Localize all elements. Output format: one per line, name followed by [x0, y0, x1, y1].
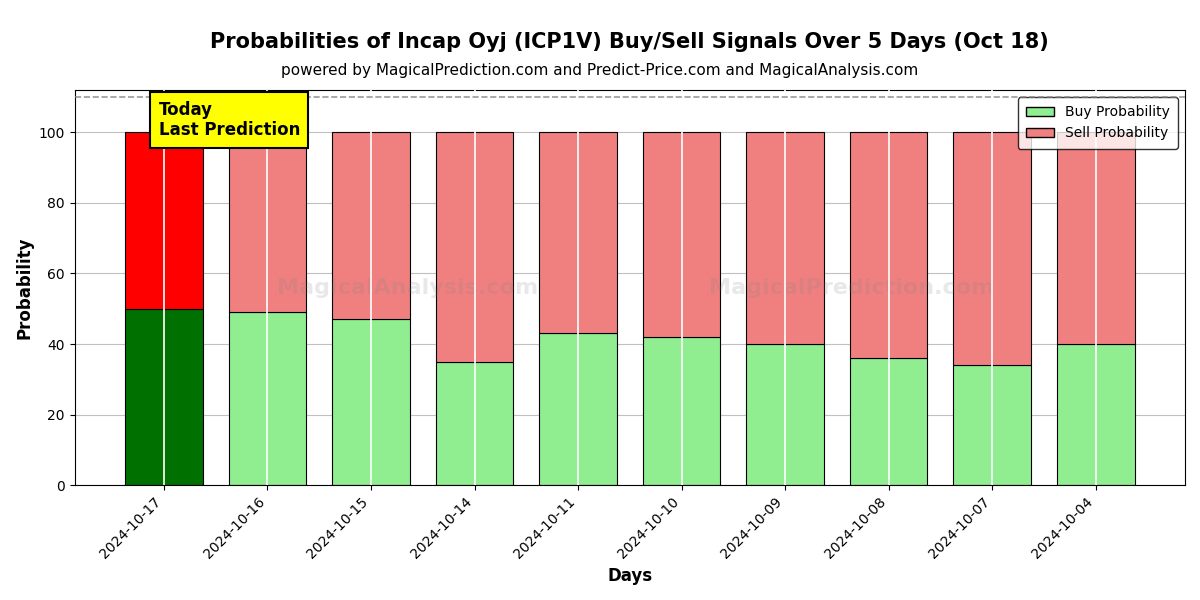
- Bar: [953, 133, 1031, 365]
- Text: MagicalAnalysis.com: MagicalAnalysis.com: [277, 278, 539, 298]
- Bar: [332, 133, 410, 319]
- Title: Probabilities of Incap Oyj (ICP1V) Buy/Sell Signals Over 5 Days (Oct 18): Probabilities of Incap Oyj (ICP1V) Buy/S…: [210, 32, 1049, 52]
- Bar: [125, 309, 203, 485]
- X-axis label: Days: Days: [607, 567, 653, 585]
- Bar: [1057, 344, 1134, 485]
- Bar: [1057, 133, 1134, 344]
- Legend: Buy Probability, Sell Probability: Buy Probability, Sell Probability: [1018, 97, 1178, 149]
- Bar: [436, 133, 514, 362]
- Bar: [125, 133, 203, 309]
- Bar: [746, 344, 824, 485]
- Bar: [229, 133, 306, 312]
- Text: Today
Last Prediction: Today Last Prediction: [158, 101, 300, 139]
- Bar: [539, 334, 617, 485]
- Y-axis label: Probability: Probability: [16, 236, 34, 339]
- Text: powered by MagicalPrediction.com and Predict-Price.com and MagicalAnalysis.com: powered by MagicalPrediction.com and Pre…: [281, 63, 919, 78]
- Bar: [229, 312, 306, 485]
- Bar: [539, 133, 617, 334]
- Text: MagicalPrediction.com: MagicalPrediction.com: [709, 278, 995, 298]
- Bar: [332, 319, 410, 485]
- Bar: [850, 358, 928, 485]
- Bar: [643, 133, 720, 337]
- Bar: [850, 133, 928, 358]
- Bar: [436, 362, 514, 485]
- Bar: [746, 133, 824, 344]
- Bar: [953, 365, 1031, 485]
- Bar: [643, 337, 720, 485]
